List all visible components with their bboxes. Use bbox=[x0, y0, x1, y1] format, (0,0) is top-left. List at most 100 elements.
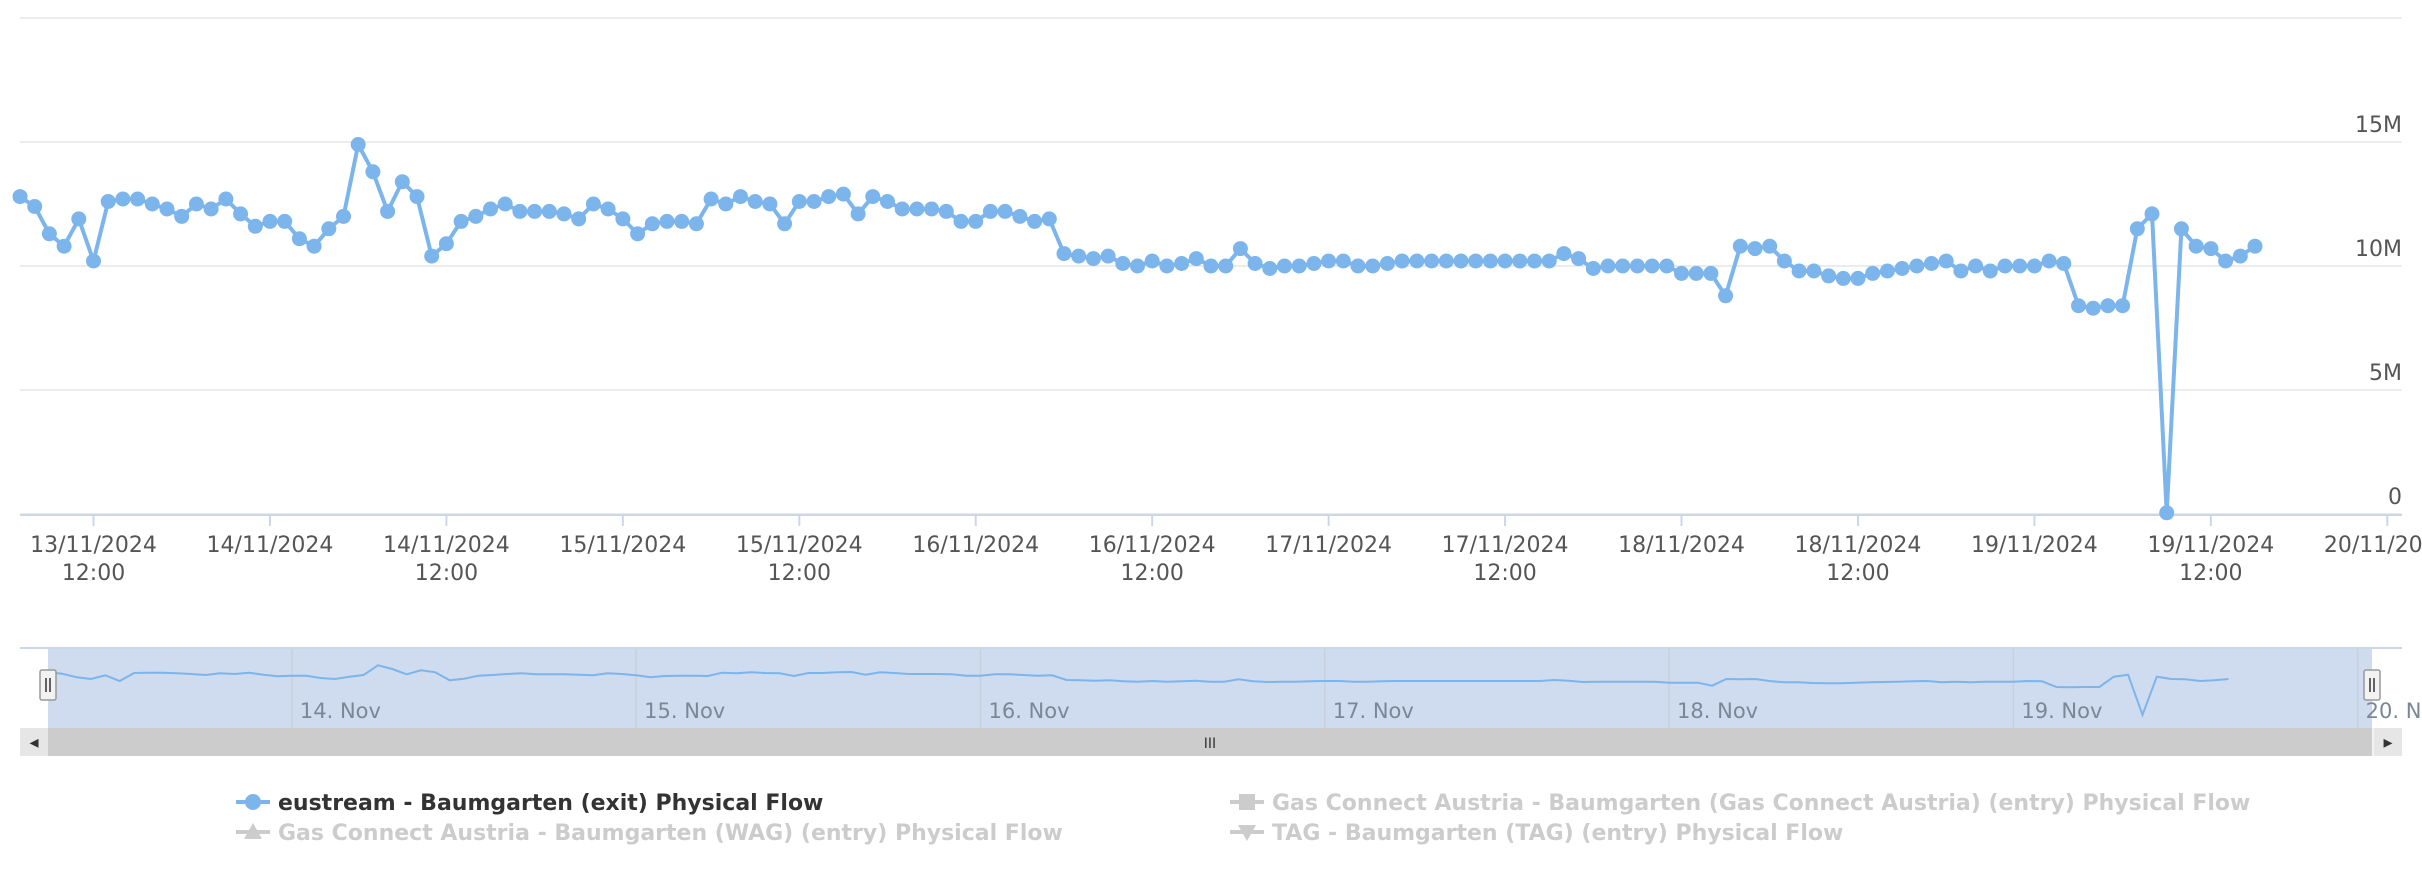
data-point[interactable] bbox=[409, 189, 425, 205]
navigator-handle-right[interactable] bbox=[2363, 669, 2381, 701]
data-point[interactable] bbox=[835, 186, 851, 202]
data-point[interactable] bbox=[262, 213, 278, 229]
data-point[interactable] bbox=[71, 211, 87, 227]
data-point[interactable] bbox=[394, 174, 410, 190]
data-point[interactable] bbox=[1056, 246, 1072, 262]
data-point[interactable] bbox=[424, 248, 440, 264]
legend-item[interactable]: eustream - Baumgarten (exit) Physical Fl… bbox=[236, 791, 823, 816]
data-point[interactable] bbox=[1556, 246, 1572, 262]
data-point[interactable] bbox=[674, 213, 690, 229]
data-point[interactable] bbox=[1527, 253, 1542, 269]
data-point[interactable] bbox=[453, 213, 469, 229]
data-point[interactable] bbox=[188, 196, 204, 212]
data-point[interactable] bbox=[821, 189, 837, 205]
data-point[interactable] bbox=[56, 238, 72, 254]
data-point[interactable] bbox=[850, 206, 866, 222]
data-point[interactable] bbox=[1394, 253, 1410, 269]
data-point[interactable] bbox=[718, 196, 734, 212]
legend-item[interactable]: Gas Connect Austria - Baumgarten (Gas Co… bbox=[1230, 791, 2250, 816]
data-point[interactable] bbox=[2173, 221, 2189, 237]
data-point[interactable] bbox=[600, 201, 616, 217]
data-point[interactable] bbox=[1924, 256, 1939, 271]
navigator-handle-icon[interactable] bbox=[2363, 669, 2381, 701]
data-point[interactable] bbox=[865, 189, 881, 205]
data-point[interactable] bbox=[174, 208, 190, 224]
data-point[interactable] bbox=[1688, 265, 1704, 281]
data-point[interactable] bbox=[1879, 263, 1895, 279]
data-point[interactable] bbox=[953, 213, 969, 229]
navigator-selection[interactable] bbox=[48, 648, 2372, 728]
data-point[interactable] bbox=[100, 194, 116, 209]
data-point[interactable] bbox=[733, 189, 748, 205]
data-point[interactable] bbox=[12, 189, 28, 205]
navigator[interactable]: 14. Nov 15. Nov 16. Nov 17. Nov 18. Nov 19. N… bbox=[20, 647, 2422, 728]
data-point[interactable] bbox=[1835, 270, 1851, 286]
data-point[interactable] bbox=[1938, 253, 1954, 269]
data-point[interactable] bbox=[130, 191, 146, 207]
data-point[interactable] bbox=[218, 191, 234, 207]
data-point[interactable] bbox=[1512, 253, 1528, 269]
data-point[interactable] bbox=[277, 213, 293, 229]
data-point[interactable] bbox=[688, 216, 704, 232]
data-point[interactable] bbox=[365, 164, 381, 180]
data-point[interactable] bbox=[1100, 248, 1116, 264]
data-point[interactable] bbox=[1085, 251, 1101, 267]
data-point[interactable] bbox=[1644, 258, 1660, 274]
legend-item[interactable]: Gas Connect Austria - Baumgarten (WAG) (… bbox=[236, 821, 1063, 846]
data-point[interactable] bbox=[2232, 248, 2248, 264]
data-point[interactable] bbox=[306, 238, 322, 254]
data-point[interactable] bbox=[1791, 263, 1807, 279]
data-point[interactable] bbox=[2100, 298, 2116, 314]
scrollbar[interactable]: ◂ ▸ III bbox=[20, 728, 2402, 756]
data-point[interactable] bbox=[1909, 258, 1925, 274]
data-point[interactable] bbox=[1144, 253, 1160, 269]
data-point[interactable] bbox=[2188, 238, 2204, 254]
data-point[interactable] bbox=[438, 236, 454, 252]
data-point[interactable] bbox=[1571, 251, 1587, 267]
data-point[interactable] bbox=[1350, 258, 1366, 274]
scrollbar-thumb[interactable] bbox=[48, 728, 2372, 756]
data-point[interactable] bbox=[497, 196, 513, 212]
navigator-handle-icon[interactable] bbox=[39, 669, 57, 701]
data-point[interactable] bbox=[1365, 258, 1381, 274]
data-point[interactable] bbox=[1600, 258, 1616, 274]
data-point[interactable] bbox=[644, 216, 660, 232]
data-point[interactable] bbox=[2129, 221, 2145, 237]
data-point[interactable] bbox=[762, 196, 778, 212]
data-point[interactable] bbox=[982, 203, 998, 219]
data-point[interactable] bbox=[2085, 300, 2101, 316]
data-point[interactable] bbox=[1012, 208, 1028, 224]
data-point[interactable] bbox=[1071, 248, 1087, 264]
data-point[interactable] bbox=[1468, 253, 1484, 269]
data-point[interactable] bbox=[203, 201, 219, 217]
data-point[interactable] bbox=[1335, 253, 1351, 269]
data-point[interactable] bbox=[1732, 238, 1748, 254]
data-point[interactable] bbox=[2115, 298, 2131, 314]
data-point[interactable] bbox=[968, 213, 984, 229]
data-point[interactable] bbox=[483, 201, 498, 217]
data-point[interactable] bbox=[1703, 265, 1719, 281]
data-point[interactable] bbox=[291, 231, 307, 247]
data-point[interactable] bbox=[1174, 256, 1190, 271]
data-point[interactable] bbox=[86, 253, 101, 269]
scroll-left-button[interactable] bbox=[20, 728, 48, 756]
data-point[interactable] bbox=[1409, 253, 1425, 269]
data-point[interactable] bbox=[2159, 505, 2175, 521]
data-point[interactable] bbox=[2218, 253, 2234, 269]
data-point[interactable] bbox=[2071, 298, 2086, 314]
data-point[interactable] bbox=[1379, 256, 1395, 271]
data-point[interactable] bbox=[541, 203, 557, 219]
data-point[interactable] bbox=[1438, 253, 1454, 269]
data-point[interactable] bbox=[630, 226, 646, 242]
data-point[interactable] bbox=[2203, 241, 2219, 257]
data-point[interactable] bbox=[997, 203, 1013, 219]
data-point[interactable] bbox=[747, 194, 763, 209]
data-point[interactable] bbox=[1806, 263, 1822, 279]
data-point[interactable] bbox=[1747, 241, 1763, 257]
data-point[interactable] bbox=[1541, 253, 1557, 269]
data-point[interactable] bbox=[1232, 241, 1248, 257]
data-point[interactable] bbox=[2056, 256, 2072, 271]
data-point[interactable] bbox=[350, 137, 366, 152]
data-point[interactable] bbox=[880, 194, 895, 209]
scroll-right-button[interactable] bbox=[2374, 728, 2402, 756]
